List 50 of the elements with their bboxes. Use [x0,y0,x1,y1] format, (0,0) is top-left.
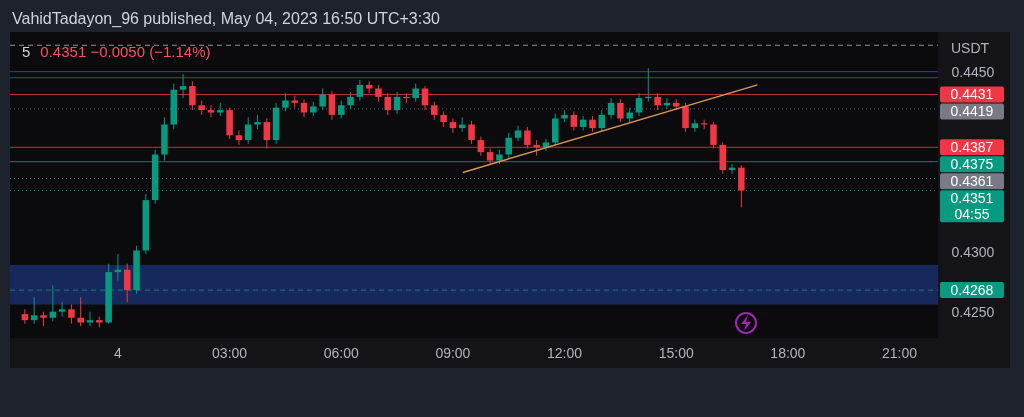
x-tick-label: 09:00 [435,345,471,361]
candlestick [356,79,364,101]
candlestick [412,83,419,103]
candlestick [244,116,252,145]
text: VahidTadayon_96 published, May 04, 2023 16:50 UTC+3:30 [12,10,441,28]
candlestick [179,73,187,99]
candlestick [617,98,624,123]
candlestick [468,120,475,145]
candlestick [30,296,38,325]
candlestick [542,138,550,152]
x-tick-label: 21:00 [882,345,918,361]
x-tick-label: 06:00 [323,345,359,361]
x-tick-label: 18:00 [770,345,806,361]
y-tick-label: 0.4250 [951,303,995,320]
ref-line-label: 0.4268 [950,282,994,299]
y-tick-label: 0.4450 [951,63,995,80]
ref-line-label: 0.4431 [950,86,994,103]
ref-line-label: 0.4351 [950,190,994,207]
ref-line-label: 0.4361 [950,173,994,190]
chart-subtitle: 0.4351 −0.0050 (−1.14%) [40,43,211,60]
y-axis-title: USDT [950,40,990,56]
candlestick [738,164,745,208]
ref-line-label: 0.4419 [950,103,994,120]
candlestick [338,99,345,119]
candlestick [319,87,326,111]
candlestick [505,132,512,159]
candlestick [58,301,66,318]
candlestick [282,92,289,112]
x-tick-label: 03:00 [212,345,248,361]
candlestick [598,109,606,133]
ref-line-label: 0.4375 [950,156,994,173]
chart-title: 5 [22,43,31,60]
x-tick-label: 12:00 [547,345,583,361]
y-tick-label: 0.4300 [951,243,995,260]
candlestick [21,308,29,325]
x-tick-label: 4 [114,345,123,361]
candlestick [607,97,615,119]
candlestick [235,129,243,146]
candlestick [431,101,438,121]
candlestick [570,110,578,131]
candlestick [77,296,84,327]
candlestick [68,304,75,325]
candlestick [449,117,457,134]
text: 04:55 [954,206,990,223]
candlestick [682,102,689,133]
candlestick [123,263,131,303]
x-tick-label: 15:00 [658,345,694,361]
ref-line-label: 0.4387 [950,139,994,156]
candlestick [393,91,401,115]
candlestick [86,311,94,327]
